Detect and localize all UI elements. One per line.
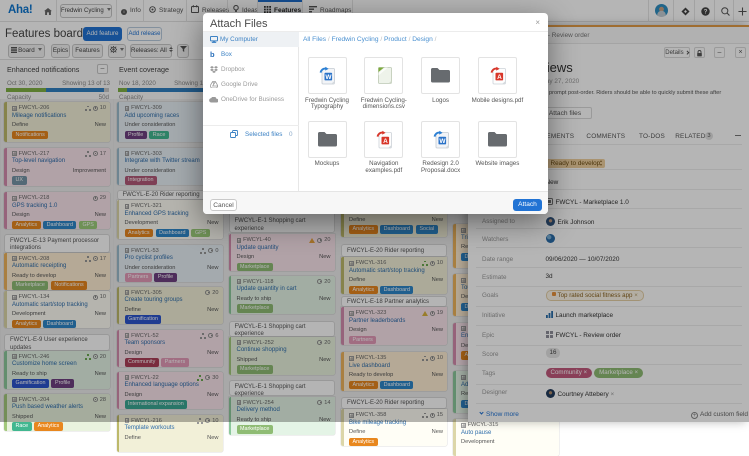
svg-text:A: A [383, 138, 388, 145]
svg-text:A: A [497, 74, 502, 81]
svg-text:?: ? [704, 8, 708, 15]
svg-text:W: W [325, 74, 332, 81]
svg-text:W: W [439, 138, 446, 145]
